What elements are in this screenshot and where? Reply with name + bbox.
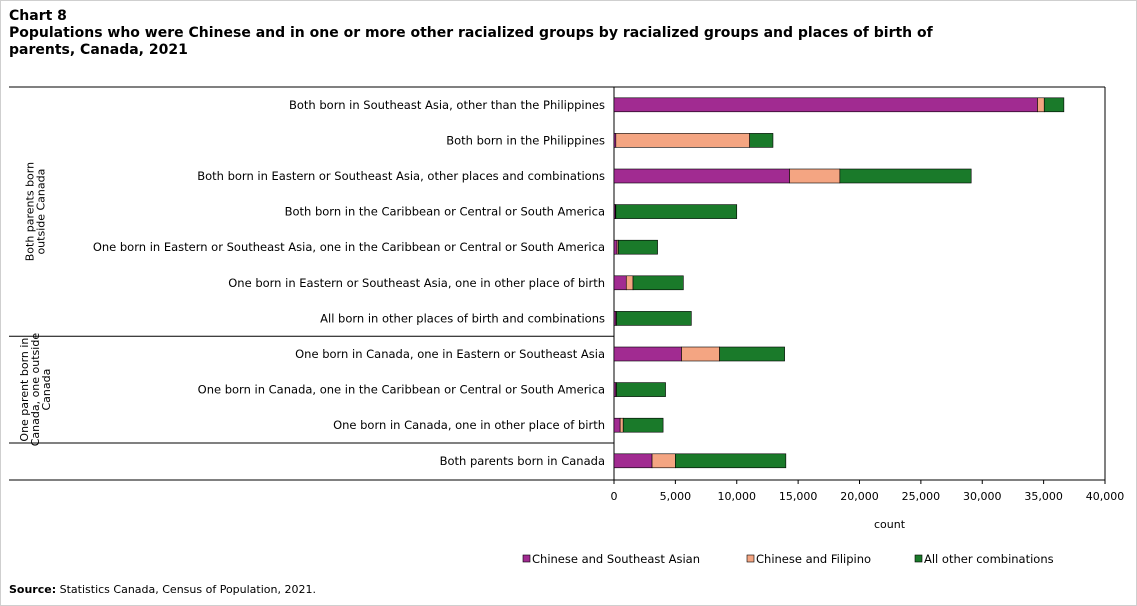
- x-tick-label: 15,000: [779, 490, 818, 503]
- bar-segment: [613, 239, 618, 255]
- group-label: Both parents bornoutside Canada: [24, 162, 48, 261]
- group-label-line: outside Canada: [35, 169, 48, 255]
- bar-segment: [719, 346, 785, 362]
- x-tick-label: 0: [611, 490, 618, 503]
- x-tick-label: 5,000: [660, 490, 692, 503]
- category-label: Both born in the Philippines: [446, 133, 605, 147]
- bar-segment: [839, 168, 972, 184]
- bar-segment: [613, 168, 790, 184]
- chart-header: Chart 8 Populations who were Chinese and…: [9, 8, 969, 59]
- legend-label: All other combinations: [924, 552, 1054, 566]
- bar-segment: [613, 417, 621, 433]
- bar-segment: [613, 97, 1038, 113]
- bar-segment: [789, 168, 841, 184]
- chart-title: Populations who were Chinese and in one …: [9, 25, 933, 58]
- bar-segment: [632, 275, 684, 291]
- category-label: One born in Eastern or Southeast Asia, o…: [228, 276, 605, 290]
- bar-segment: [613, 346, 682, 362]
- legend-label: Chinese and Filipino: [756, 552, 871, 566]
- legend-swatch: [746, 554, 755, 563]
- bar-segment: [619, 417, 624, 433]
- group-label-line: Canada, one outside: [29, 333, 42, 447]
- x-tick-label: 30,000: [963, 490, 1002, 503]
- group-label-line: One parent born in: [18, 338, 31, 442]
- group-label-line: Both parents born: [24, 162, 37, 261]
- x-tick-label: 25,000: [902, 490, 941, 503]
- legend-swatch: [914, 554, 923, 563]
- group-label: One parent born inCanada, one outsideCan…: [18, 333, 53, 447]
- source-label: Source:: [9, 583, 57, 596]
- bar-segment: [613, 275, 627, 291]
- x-tick-label: 20,000: [840, 490, 879, 503]
- category-label: One born in Canada, one in other place o…: [333, 418, 605, 432]
- bar-segment: [1043, 97, 1065, 113]
- bar-segment: [613, 453, 653, 469]
- source-text: Statistics Canada, Census of Population,…: [56, 583, 316, 596]
- bar-segment: [616, 382, 666, 397]
- category-label: Both parents born in Canada: [440, 454, 605, 468]
- bar-segment: [681, 346, 720, 362]
- bar-segment: [617, 239, 658, 255]
- bar-segment: [615, 133, 750, 148]
- bar-segment: [1037, 97, 1045, 113]
- bar-segment: [615, 204, 738, 219]
- group-label-line: Canada: [40, 369, 53, 411]
- bar-segment: [625, 275, 634, 291]
- chart-number: Chart 8: [9, 8, 67, 24]
- bar-segment: [651, 453, 676, 469]
- x-tick-label: 40,000: [1086, 490, 1125, 503]
- x-tick-label: 35,000: [1024, 490, 1063, 503]
- category-label: All born in other places of birth and co…: [320, 311, 605, 325]
- category-label: Both born in Eastern or Southeast Asia, …: [197, 169, 605, 183]
- source-note: Source: Statistics Canada, Census of Pop…: [9, 583, 316, 596]
- x-tick-label: 10,000: [718, 490, 757, 503]
- bar-segment: [675, 453, 787, 469]
- x-axis-label: count: [874, 518, 906, 531]
- bar-segment: [622, 417, 664, 433]
- category-label: One born in Eastern or Southeast Asia, o…: [93, 240, 605, 254]
- category-label: One born in Canada, one in Eastern or So…: [295, 347, 605, 361]
- bar-segment: [616, 311, 692, 326]
- bar-segment: [749, 133, 774, 148]
- legend-swatch: [522, 554, 531, 563]
- legend-label: Chinese and Southeast Asian: [532, 552, 700, 566]
- category-label: Both born in Southeast Asia, other than …: [289, 98, 605, 112]
- category-label: Both born in the Caribbean or Central or…: [285, 205, 605, 219]
- category-label: One born in Canada, one in the Caribbean…: [198, 383, 605, 397]
